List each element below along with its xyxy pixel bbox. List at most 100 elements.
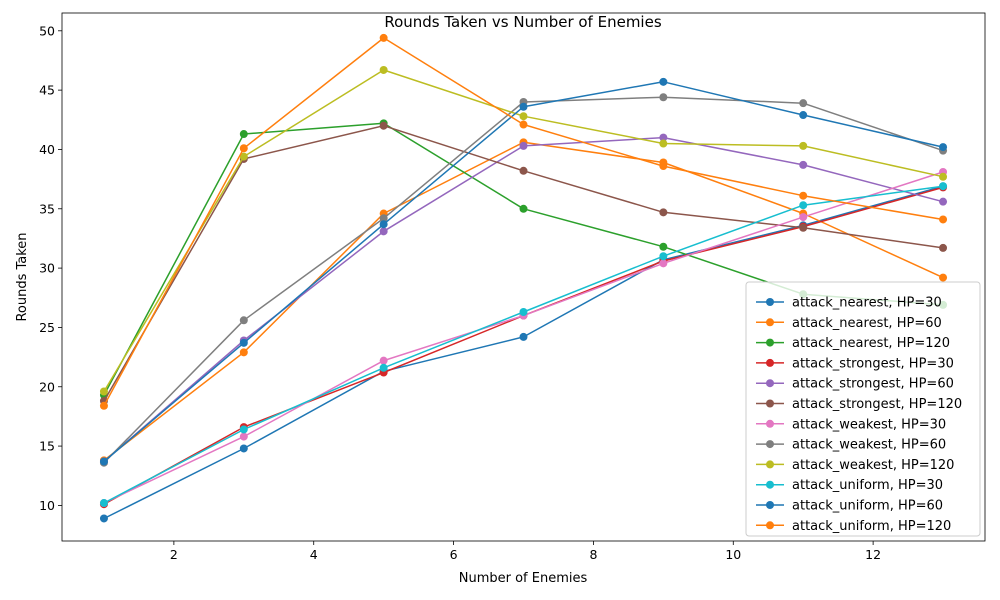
y-tick-label: 20 <box>39 379 55 394</box>
legend-item: attack_strongest, HP=120 <box>756 397 962 412</box>
data-point <box>379 121 388 130</box>
legend-frame <box>745 281 981 537</box>
legend-item: attack_strongest, HP=60 <box>756 377 954 392</box>
data-point <box>939 182 948 191</box>
data-point <box>239 348 248 357</box>
y-tick-label: 30 <box>39 261 55 276</box>
data-point <box>939 143 948 152</box>
data-point <box>659 77 668 86</box>
data-point <box>379 363 388 372</box>
legend-label: attack_uniform, HP=60 <box>792 499 943 514</box>
x-tick-label: 6 <box>450 547 458 562</box>
data-point <box>659 162 668 171</box>
data-point <box>239 432 248 441</box>
y-tick-label: 15 <box>39 439 55 454</box>
legend-item: attack_strongest, HP=30 <box>756 356 954 371</box>
legend-label: attack_nearest, HP=30 <box>792 296 942 311</box>
legend-item: attack_weakest, HP=120 <box>756 458 954 473</box>
data-point <box>659 93 668 102</box>
data-point <box>659 242 668 251</box>
legend-label: attack_uniform, HP=30 <box>792 478 943 493</box>
x-axis-title: Number of Enemies <box>459 571 588 586</box>
data-point <box>799 111 808 120</box>
data-point <box>379 220 388 229</box>
data-point <box>519 141 528 150</box>
legend-marker <box>766 440 774 449</box>
data-point <box>239 144 248 153</box>
legend-item: attack_weakest, HP=30 <box>756 417 946 432</box>
data-point <box>799 223 808 232</box>
legend-item: attack_nearest, HP=60 <box>756 316 942 331</box>
data-point <box>379 65 388 74</box>
data-point <box>799 213 808 222</box>
legend-item: attack_uniform, HP=30 <box>756 478 943 493</box>
series-12 <box>99 33 948 410</box>
data-point <box>939 215 948 224</box>
legend-marker <box>766 501 774 509</box>
legend-label: attack_strongest, HP=120 <box>792 397 962 412</box>
x-tick-label: 8 <box>589 547 597 562</box>
legend-label: attack_weakest, HP=30 <box>792 417 946 432</box>
data-point <box>519 120 528 129</box>
data-point <box>659 133 668 142</box>
data-point <box>99 401 108 410</box>
legend-marker <box>766 358 774 367</box>
legend-item: attack_uniform, HP=60 <box>756 499 943 514</box>
y-axis-title: Rounds Taken <box>15 232 30 321</box>
data-point <box>799 160 808 169</box>
legend-label: attack_weakest, HP=120 <box>792 458 954 473</box>
legend-marker <box>766 460 774 469</box>
legend-items: attack_nearest, HP=30 attack_nearest, HP=… <box>756 296 962 534</box>
y-tick-label: 10 <box>39 498 55 513</box>
plot-frame <box>61 12 986 542</box>
data-point <box>99 499 108 508</box>
data-point <box>239 444 248 453</box>
data-point <box>799 141 808 150</box>
data-point <box>379 214 388 223</box>
legend-label: attack_strongest, HP=30 <box>792 356 954 371</box>
data-point <box>99 514 108 523</box>
series-layer <box>99 33 948 523</box>
x-tick-label: 2 <box>170 547 178 562</box>
data-point <box>239 425 248 434</box>
data-point <box>659 259 668 268</box>
data-point <box>659 252 668 261</box>
data-point <box>99 387 108 396</box>
data-point <box>799 99 808 108</box>
y-tick-label: 35 <box>39 201 55 216</box>
legend-marker <box>766 318 774 327</box>
x-tick-label: 4 <box>310 547 318 562</box>
data-point <box>519 102 528 111</box>
y-tick-label: 25 <box>39 320 55 335</box>
legend-marker <box>766 419 774 428</box>
chart-title: Rounds Taken vs Number of Enemies <box>384 13 662 31</box>
tick-layer: 2 4 6 8 10 12 10 15 20 25 30 35 40 45 50 <box>39 23 881 562</box>
x-tick-label: 10 <box>725 547 741 562</box>
data-point <box>799 191 808 200</box>
data-point <box>239 316 248 325</box>
legend-label: attack_uniform, HP=120 <box>792 519 951 534</box>
data-point <box>99 457 108 466</box>
legend-marker <box>766 298 774 306</box>
legend-marker <box>766 338 774 347</box>
legend-marker <box>766 521 774 530</box>
series-10 <box>99 182 948 508</box>
x-tick-label: 12 <box>865 547 881 562</box>
legend-label: attack_strongest, HP=60 <box>792 377 954 392</box>
data-point <box>519 112 528 121</box>
legend-item: attack_nearest, HP=120 <box>756 336 950 351</box>
data-point <box>519 166 528 175</box>
data-point <box>799 201 808 210</box>
data-point <box>939 273 948 282</box>
legend-item: attack_weakest, HP=60 <box>756 438 946 453</box>
data-point <box>239 152 248 161</box>
data-point <box>519 332 528 341</box>
data-point <box>659 139 668 148</box>
data-point <box>939 172 948 181</box>
data-point <box>239 130 248 139</box>
y-tick-label: 50 <box>39 23 55 38</box>
series-9 <box>99 65 948 396</box>
legend-label: attack_nearest, HP=120 <box>792 336 950 351</box>
data-point <box>239 338 248 347</box>
data-point <box>379 33 388 42</box>
